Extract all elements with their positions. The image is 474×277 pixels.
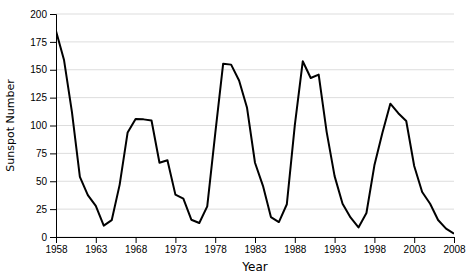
tick-mark — [215, 237, 216, 243]
tick-mark — [50, 181, 56, 182]
tick: 25 — [36, 204, 56, 215]
tick-mark — [175, 237, 176, 243]
tick-mark — [50, 153, 56, 154]
grid-line — [56, 153, 454, 154]
tick-mark — [50, 209, 56, 210]
grid-line — [56, 97, 454, 98]
tick-label: 1998 — [364, 244, 387, 255]
grid-line — [56, 125, 454, 126]
tick-mark — [50, 98, 56, 99]
tick: 150 — [30, 64, 56, 75]
tick-mark — [374, 237, 375, 243]
tick-label: 1993 — [324, 244, 347, 255]
tick-label: 2003 — [404, 244, 427, 255]
tick-label: 175 — [30, 37, 47, 48]
x-axis-title: Year — [241, 260, 267, 274]
tick-label: 100 — [30, 120, 47, 131]
tick-label: 200 — [30, 9, 47, 20]
tick-mark — [295, 237, 296, 243]
tick-label: 1958 — [45, 244, 68, 255]
tick: 1973 — [165, 237, 188, 255]
tick-label: 25 — [36, 204, 48, 215]
tick-label: 150 — [30, 64, 47, 75]
tick-mark — [50, 14, 56, 15]
line — [56, 31, 454, 234]
tick-mark — [50, 126, 56, 127]
tick: 1993 — [324, 237, 347, 255]
tick: 1963 — [85, 237, 108, 255]
tick-label: 1973 — [165, 244, 188, 255]
tick-label: 1968 — [125, 244, 148, 255]
tick-label: 125 — [30, 92, 47, 103]
tick-mark — [50, 70, 56, 71]
x-axis: 1958 1963 1968 1973 1978 1983 1988 1993 1998 2003… — [45, 237, 466, 255]
grid-line — [56, 41, 454, 42]
tick-label: 1983 — [244, 244, 267, 255]
tick-label: 1988 — [284, 244, 307, 255]
tick: 2003 — [404, 237, 427, 255]
tick-mark — [414, 237, 415, 243]
y-axis-title: Sunspot Number — [4, 79, 17, 172]
tick: 1958 — [45, 237, 68, 255]
tick: 2008 — [443, 237, 466, 255]
tick-label: 1978 — [205, 244, 228, 255]
tick: 1988 — [284, 237, 307, 255]
grid-line — [56, 209, 454, 210]
tick: 1968 — [125, 237, 148, 255]
tick-label: 50 — [36, 176, 48, 187]
tick: 125 — [30, 92, 56, 103]
tick-label: 0 — [41, 232, 47, 243]
tick-mark — [50, 237, 56, 238]
tick-mark — [255, 237, 256, 243]
grid-line — [56, 181, 454, 182]
tick: 75 — [36, 148, 56, 159]
tick: 1978 — [205, 237, 228, 255]
tick: 50 — [36, 176, 56, 187]
chart: 1958 1963 1968 1973 1978 1983 1988 1993 1998 2003… — [0, 0, 474, 277]
tick: 100 — [30, 120, 56, 131]
tick-label: 1963 — [85, 244, 108, 255]
plot: 1958 1963 1968 1973 1978 1983 1988 1993 1998 2003… — [30, 9, 466, 255]
axis-line — [50, 15, 57, 238]
grid — [56, 14, 454, 237]
tick-mark — [335, 237, 336, 243]
y-axis: 0 25 50 75 100 125 150 175 200 — [30, 9, 56, 243]
tick: 200 — [30, 9, 56, 20]
tick: 1998 — [364, 237, 387, 255]
tick: 175 — [30, 37, 56, 48]
series — [56, 31, 454, 234]
grid-line — [56, 69, 454, 70]
tick: 1983 — [244, 237, 267, 255]
grid-line — [56, 14, 454, 15]
tick-mark — [96, 237, 97, 243]
tick-label: 75 — [36, 148, 48, 159]
tick-mark — [50, 42, 56, 43]
tick-mark — [136, 237, 137, 243]
axis-line — [57, 238, 455, 244]
tick-mark — [454, 237, 455, 243]
tick-label: 2008 — [443, 244, 466, 255]
tick: 0 — [41, 232, 56, 243]
